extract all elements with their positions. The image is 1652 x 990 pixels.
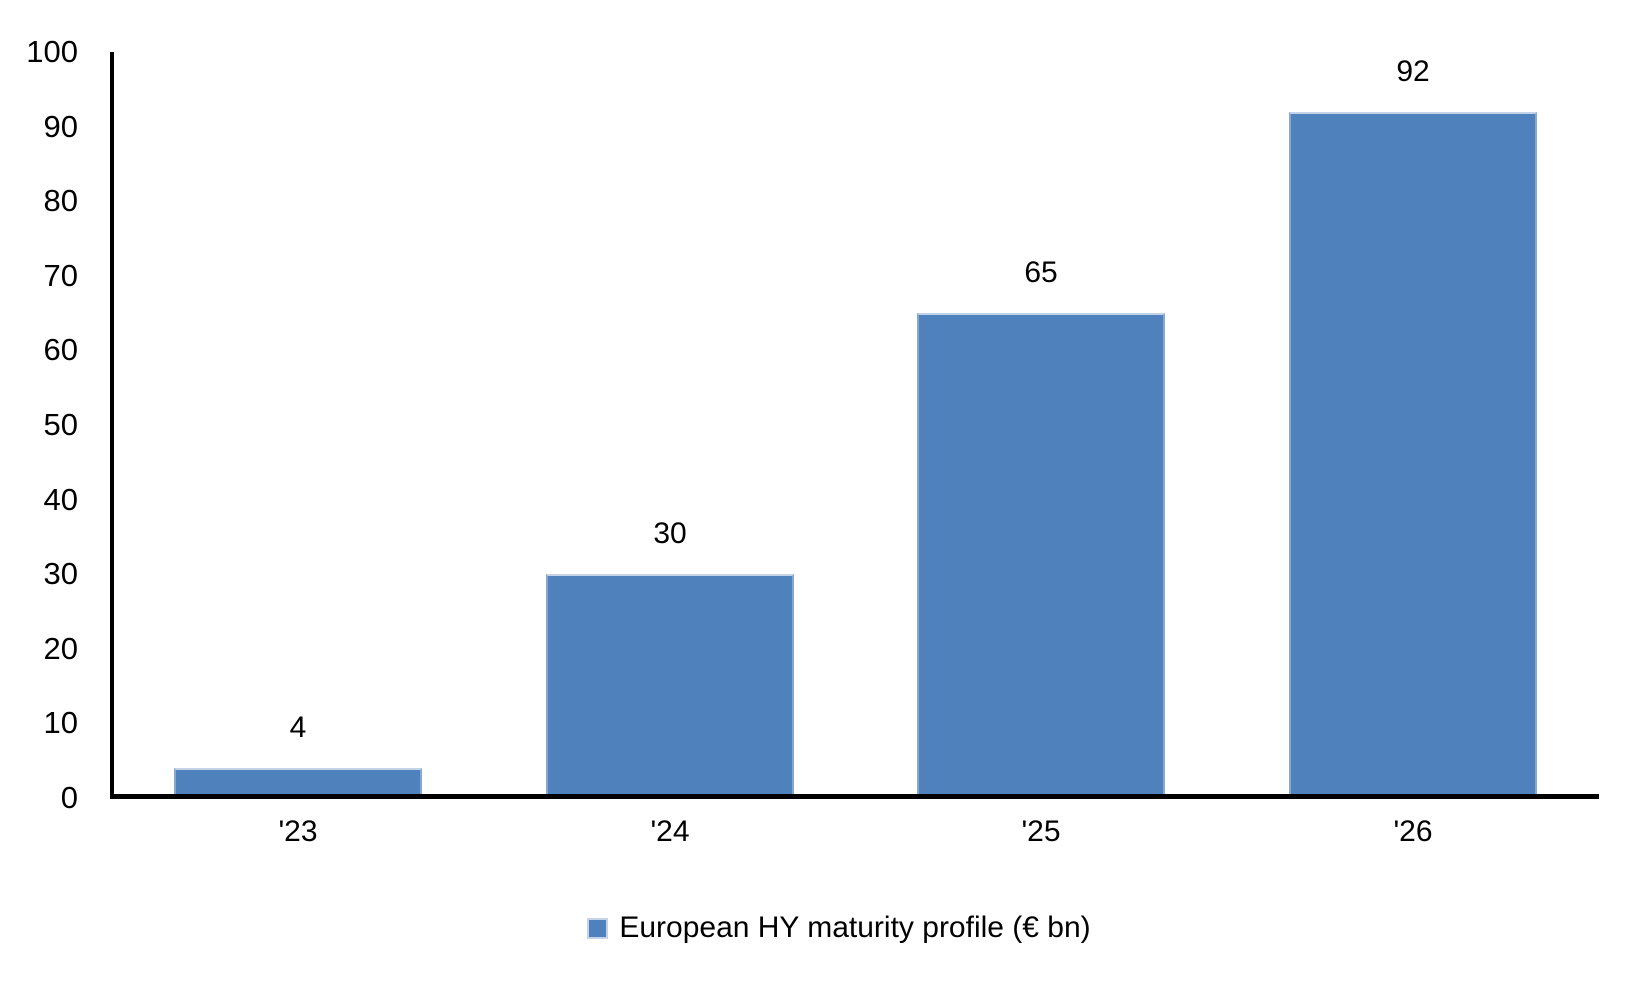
bar-value-label: 30 [653,517,687,550]
y-axis-tick-label: 50 [43,407,78,442]
y-axis-tick-label: 90 [43,109,78,144]
bar-value-label: 92 [1396,55,1430,88]
y-axis-tick-label: 10 [43,705,78,740]
y-axis-tick-label: 40 [43,482,78,517]
bar-value-label: 4 [289,711,307,744]
y-axis-tick-label: 0 [60,780,78,815]
bar-value-label: 65 [1024,256,1058,289]
x-axis-line [110,794,1599,799]
y-axis-tick-label: 60 [43,332,78,367]
y-axis-tick-label: 20 [43,631,78,666]
legend: European HY maturity profile (€ bn) [0,906,1652,950]
x-axis-tick-label: '25 [1021,815,1061,848]
x-axis-tick-label: '26 [1393,815,1433,848]
y-axis-tick-label: 100 [26,34,78,69]
bar-26 [1289,112,1537,798]
x-axis-tick-label: '23 [278,815,318,848]
legend-label: European HY maturity profile (€ bn) [619,911,1091,944]
y-axis-tick-label: 70 [43,258,78,293]
y-axis-tick-label: 80 [43,183,78,218]
bar-24 [546,574,794,798]
y-axis-line [110,52,114,799]
x-axis-tick-label: '24 [650,815,690,848]
bar-23 [174,768,422,798]
legend-swatch-icon [587,917,609,939]
y-axis-tick-label: 30 [43,556,78,591]
bar-25 [917,313,1165,798]
